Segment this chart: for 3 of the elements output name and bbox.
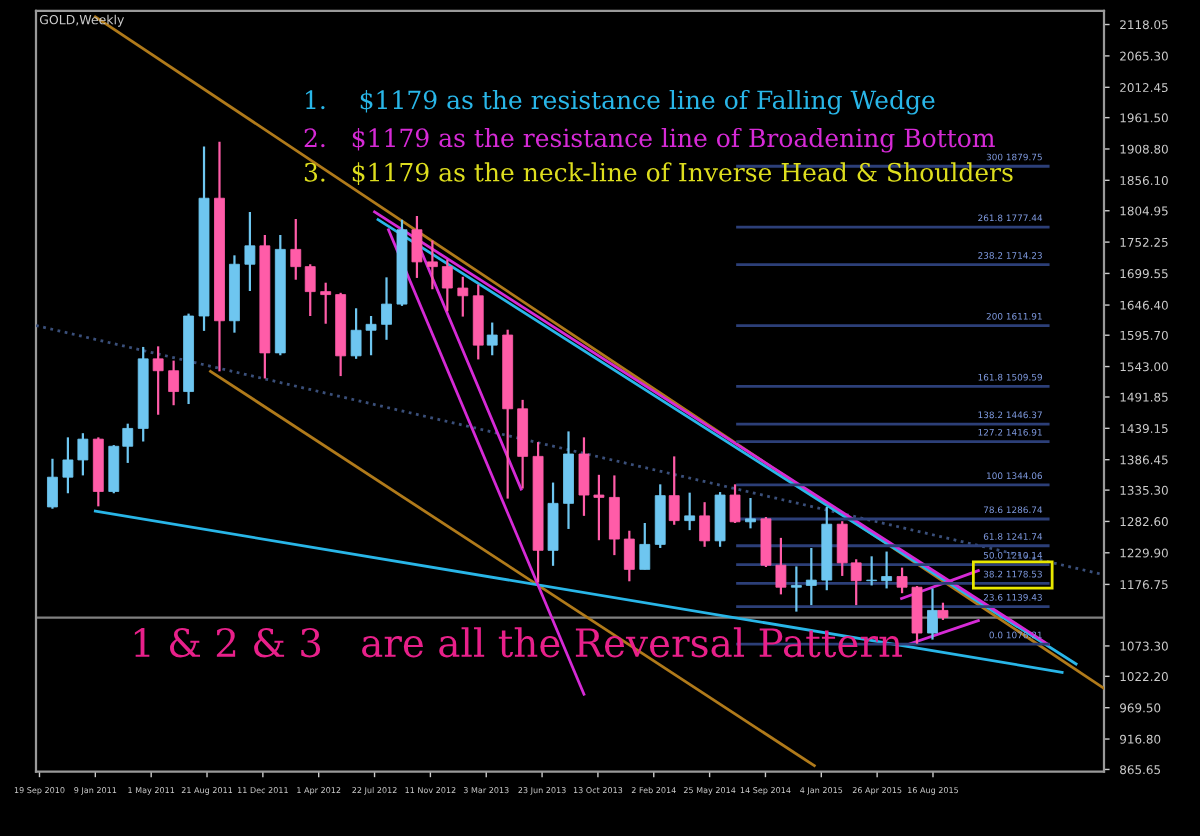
annotation: 2. $1179 as the resistance line of Broadening Bottom (304, 127, 995, 153)
annotation: 1. $1179 as the resistance line of Falling Wedge (306, 89, 935, 115)
annotation: 3. $1179 as the neck-line of Inverse Head & Shoulders (304, 162, 1013, 186)
